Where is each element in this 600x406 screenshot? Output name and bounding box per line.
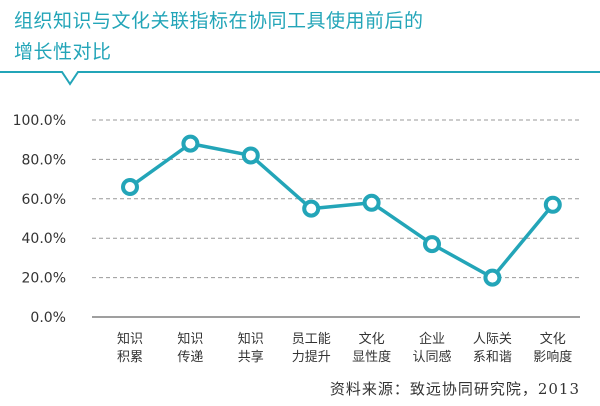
- y-tick-label: 40.0%: [22, 231, 66, 247]
- y-tick-label: 0.0%: [30, 310, 66, 326]
- data-point: [121, 177, 139, 196]
- x-tick-label: 企业认同感: [412, 331, 451, 365]
- data-point: [302, 199, 321, 218]
- x-tick-label: 员工能力提升: [292, 332, 331, 365]
- y-tick-label: 80.0%: [22, 152, 66, 168]
- x-tick-label: 知识传递: [177, 331, 203, 365]
- source-note: 资料来源：致远协同研究院，2013: [329, 380, 580, 398]
- data-point: [181, 134, 200, 153]
- data-point: [241, 146, 260, 165]
- x-tick-label: 知识共享: [238, 331, 264, 365]
- data-point: [543, 195, 562, 214]
- y-tick-label: 60.0%: [22, 192, 66, 208]
- title-divider: [0, 71, 600, 86]
- x-tick-label: 文化影响度: [533, 332, 572, 365]
- y-tick-label: 100.0%: [13, 113, 66, 129]
- data-point: [362, 193, 381, 212]
- chart-title-line-2: 增长性对比: [14, 41, 112, 63]
- data-point: [423, 235, 441, 254]
- chart-title-line-1: 组织知识与文化关联指标在协同工具使用前后的: [14, 10, 424, 32]
- chart-title: 组织知识与文化关联指标在协同工具使用前后的 增长性对比: [14, 6, 574, 68]
- line-chart: 0.0% 20.0% 40.0% 60.0% 80.0% 100.0% 知识积累 知识传递 知识…: [13, 113, 580, 365]
- x-tick-label: 人际关系和谐: [473, 332, 512, 365]
- x-tick-label: 文化显性度: [352, 332, 391, 365]
- x-tick-label: 知识积累: [117, 331, 143, 365]
- data-point: [483, 268, 502, 287]
- y-tick-label: 20.0%: [22, 271, 66, 287]
- series-line: [128, 141, 555, 280]
